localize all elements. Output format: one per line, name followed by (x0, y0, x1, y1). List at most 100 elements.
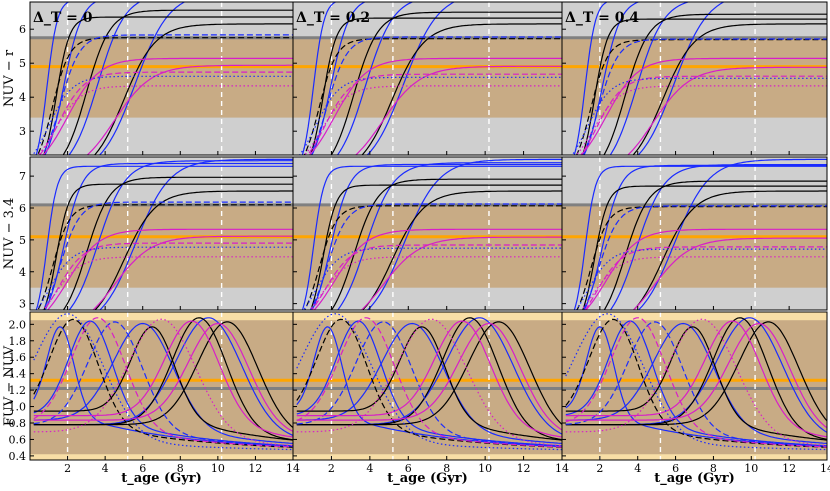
series-track-5 (43, 16, 293, 155)
series-track-10 (33, 320, 293, 438)
x-tick-label: 2 (596, 462, 603, 475)
y-tick-label: 5 (19, 234, 26, 247)
panel-r2-c0: 0.4 0.6 0.8 1.0 1.2 1.4 1.6 1.8 2.0 2 4 6 8 10 12 14 t_a… (9, 311, 300, 486)
series-track-11 (360, 236, 562, 310)
series-track-9 (309, 203, 562, 310)
series-track-9 (42, 201, 293, 310)
x-tick-label: 4 (102, 462, 109, 475)
panel-plot-area (293, 312, 562, 460)
series-track-8 (33, 318, 293, 448)
y-tick-label: 0.8 (9, 417, 27, 430)
series-track-8 (37, 204, 293, 310)
x-tick-label: 4 (366, 462, 373, 475)
series-track-9 (296, 321, 562, 447)
series-track-1 (296, 326, 562, 448)
series-track-12 (580, 75, 827, 155)
series-track-4 (98, 2, 186, 155)
series-track-11 (565, 323, 827, 429)
series-track-14 (302, 247, 562, 310)
y-tick-label: 0.6 (9, 433, 27, 446)
series-track-10 (580, 57, 827, 155)
series-track-6 (603, 180, 827, 310)
series-track-7 (296, 321, 562, 426)
panel-r2-c1: 2 4 6 8 10 12 14 t_age (Gyr) (292, 311, 569, 486)
y-axis-label: NUV − 3.4 (2, 198, 17, 270)
series-track-14 (36, 246, 293, 310)
series-track-10 (296, 320, 562, 438)
x-tick-label: 14 (286, 462, 300, 475)
y-tick-label: 1.4 (9, 368, 27, 381)
series-track-5 (43, 183, 293, 310)
x-tick-label: 8 (177, 462, 184, 475)
series-track-1 (35, 165, 293, 310)
series-track-4 (366, 158, 562, 310)
tan-band (293, 204, 562, 288)
series-track-2 (583, 164, 827, 310)
y-tick-label: 6 (19, 23, 26, 36)
x-axis-label: t_age (Gyr) (654, 471, 735, 486)
panel-plot-area (30, 157, 293, 310)
panel-r2-c2: 2 4 6 8 10 12 14 t_age (Gyr) (561, 311, 830, 486)
x-tick-label: 12 (248, 462, 262, 475)
panel-plot-area (30, 312, 293, 460)
panel-plot-area (293, 157, 562, 310)
series-track-10 (565, 320, 827, 438)
x-tick-label: 6 (405, 462, 412, 475)
x-tick-label: 8 (443, 462, 450, 475)
panel-r0-c0: 3 4 5 6 Δ_T = 0 (19, 1, 294, 156)
x-axis-label: t_age (Gyr) (121, 471, 202, 486)
y-tick-label: 1.0 (9, 401, 27, 414)
series-track-13 (580, 256, 827, 310)
series-track-2 (44, 2, 97, 155)
series-track-14 (298, 76, 562, 155)
series-track-9 (582, 38, 827, 155)
series-track-7 (632, 190, 827, 310)
series-track-12 (306, 73, 562, 155)
y-tick-label: 7 (19, 170, 26, 183)
series-track-13 (296, 318, 562, 447)
series-track-11 (354, 65, 562, 155)
x-tick-label: 14 (820, 462, 830, 475)
delta-t-label: Δ_T = 0 (33, 10, 93, 26)
panel-r1-c1 (292, 156, 563, 311)
x-tick-label: 2 (328, 462, 335, 475)
panel-frame (561, 156, 828, 311)
series-track-5 (309, 17, 562, 155)
x-tick-label: 12 (782, 462, 796, 475)
series-track-6 (62, 176, 293, 310)
series-track-2 (311, 2, 367, 155)
series-track-10 (46, 228, 293, 310)
series-track-8 (296, 318, 562, 448)
x-tick-label: 10 (744, 462, 758, 475)
series-track-14 (33, 313, 293, 451)
x-tick-label: 4 (634, 462, 641, 475)
panel-plot-area (562, 157, 827, 310)
series-track-10 (308, 57, 562, 155)
y-tick-label: 5 (19, 57, 26, 70)
series-track-11 (33, 322, 293, 432)
series-track-7 (565, 321, 827, 426)
series-track-2 (565, 320, 827, 447)
x-tick-label: 10 (478, 462, 492, 475)
panel-frame (561, 1, 828, 156)
panel-r1-c0: 3 4 5 6 7 (19, 156, 294, 311)
series-track-3 (33, 322, 293, 444)
panel-r1-c2 (561, 156, 828, 311)
x-tick-label: 6 (139, 462, 146, 475)
series-track-9 (33, 321, 293, 447)
panel-plot-area (562, 2, 827, 155)
series-track-8 (303, 38, 562, 155)
series-track-7 (33, 321, 293, 428)
y-tick-label: 1.2 (9, 384, 27, 397)
series-track-11 (296, 323, 562, 431)
panel-plot-area (562, 312, 827, 460)
panel-frame (561, 311, 828, 461)
series-track-5 (565, 326, 827, 441)
delta-t-label: Δ_T = 0.4 (565, 10, 639, 26)
x-tick-label: 12 (517, 462, 531, 475)
series-track-6 (62, 9, 293, 155)
series-track-14 (33, 75, 293, 155)
tan-band (562, 204, 827, 288)
series-track-4 (637, 158, 827, 310)
